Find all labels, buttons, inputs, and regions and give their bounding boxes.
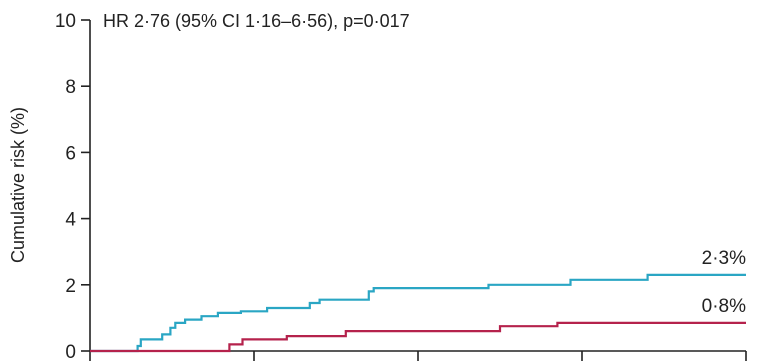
y-tick-label-8: 8: [65, 77, 76, 98]
series-1-end-label: 0·8%: [702, 296, 746, 317]
y-tick-label-2: 2: [65, 276, 76, 297]
y-tick-label-10: 10: [55, 11, 76, 32]
x-axis: [89, 350, 747, 361]
series-0-line: [90, 273, 746, 353]
series-1-line: [90, 321, 746, 353]
y-tick-label-0: 0: [65, 342, 76, 363]
series-0-end-label: 2·3%: [702, 248, 746, 269]
y-tick-label-4: 4: [65, 210, 76, 231]
series-layer: 2·3% 0·8%: [90, 248, 746, 353]
y-tick-label-6: 6: [65, 143, 76, 164]
y-axis: 0 2 4 6 8 10: [55, 11, 91, 363]
hazard-ratio-annotation: HR 2·76 (95% CI 1·16–6·56), p=0·017: [103, 11, 410, 31]
y-axis-title: Cumulative risk (%): [8, 107, 28, 263]
